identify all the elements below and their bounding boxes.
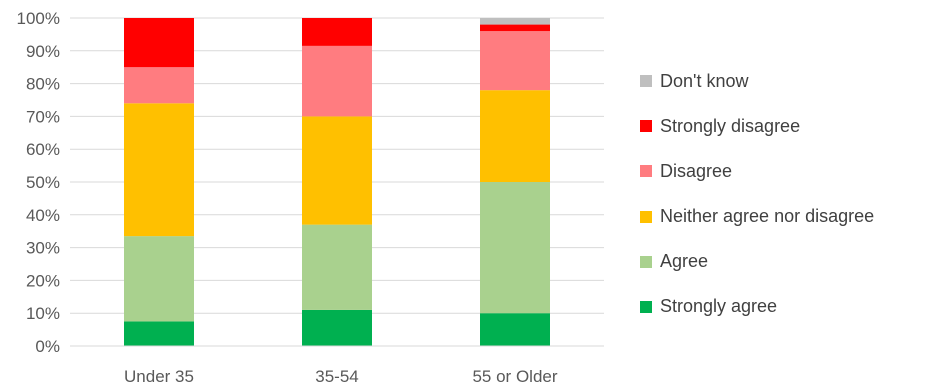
y-tick-label: 30%	[26, 239, 60, 258]
bar-segment-agree	[480, 182, 550, 314]
legend-swatch	[640, 75, 652, 87]
legend-label: Strongly disagree	[660, 115, 801, 136]
bar-segment-neither-agree-nor-disagree	[302, 116, 372, 225]
legend-label: Agree	[660, 251, 709, 272]
bar-segment-strongly-disagree	[302, 18, 372, 46]
bar-segment-agree	[302, 224, 372, 310]
bar-segment-strongly-disagree	[124, 18, 194, 68]
bar-segment-disagree	[302, 45, 372, 117]
y-tick-label: 40%	[26, 206, 60, 225]
y-tick-label: 50%	[26, 173, 60, 192]
bar-segment-strongly-agree	[480, 313, 550, 346]
legend-swatch	[640, 210, 652, 223]
y-tick-label: 70%	[26, 107, 60, 126]
legend-item: Agree	[640, 251, 925, 273]
legend-label: Strongly agree	[660, 296, 778, 317]
bar-segment-disagree	[480, 31, 550, 91]
legend-label: Disagree	[660, 160, 733, 181]
bars	[124, 18, 550, 346]
bar-segment-neither-agree-nor-disagree	[480, 90, 550, 182]
bar-segment-agree	[124, 236, 194, 322]
x-category-label: 55 or Older	[472, 367, 557, 386]
y-tick-label: 0%	[35, 337, 60, 356]
y-tick-label: 20%	[26, 271, 60, 290]
legend-item: Strongly disagree	[640, 115, 925, 137]
bar-segment-don-t-know	[480, 18, 550, 25]
legend-swatch	[640, 300, 652, 313]
y-tick-label: 100%	[17, 9, 60, 28]
legend-swatch	[640, 120, 652, 133]
bar-segment-strongly-agree	[302, 309, 372, 346]
y-tick-label: 90%	[26, 42, 60, 61]
x-category-label: 35-54	[315, 367, 358, 386]
legend-label: Don't know	[660, 70, 749, 91]
bar-segment-neither-agree-nor-disagree	[124, 103, 194, 237]
y-axis-tick-labels: 0% 10% 20% 30% 40% 50% 60% 70% 80% 90% 100%	[17, 9, 60, 356]
legend-swatch	[640, 165, 652, 178]
legend-item: Strongly agree	[640, 296, 925, 318]
y-tick-label: 60%	[26, 140, 60, 159]
x-axis-category-labels: Under 35 35-54 55 or Older	[124, 367, 558, 386]
x-category-label: Under 35	[124, 367, 194, 386]
legend-item: Disagree	[640, 160, 925, 182]
bar-segment-disagree	[124, 67, 194, 104]
bar-segment-strongly-agree	[124, 321, 194, 346]
legend-swatch	[640, 255, 652, 268]
legend: Don't know Strongly disagree Disagree Neith…	[640, 70, 925, 341]
legend-item: Don't know	[640, 70, 925, 92]
legend-label: Neither agree nor disagree	[660, 206, 875, 227]
y-tick-label: 10%	[26, 304, 60, 323]
bar-segment-strongly-disagree	[480, 24, 550, 32]
y-tick-label: 80%	[26, 75, 60, 94]
legend-item: Neither agree nor disagree	[640, 206, 925, 228]
